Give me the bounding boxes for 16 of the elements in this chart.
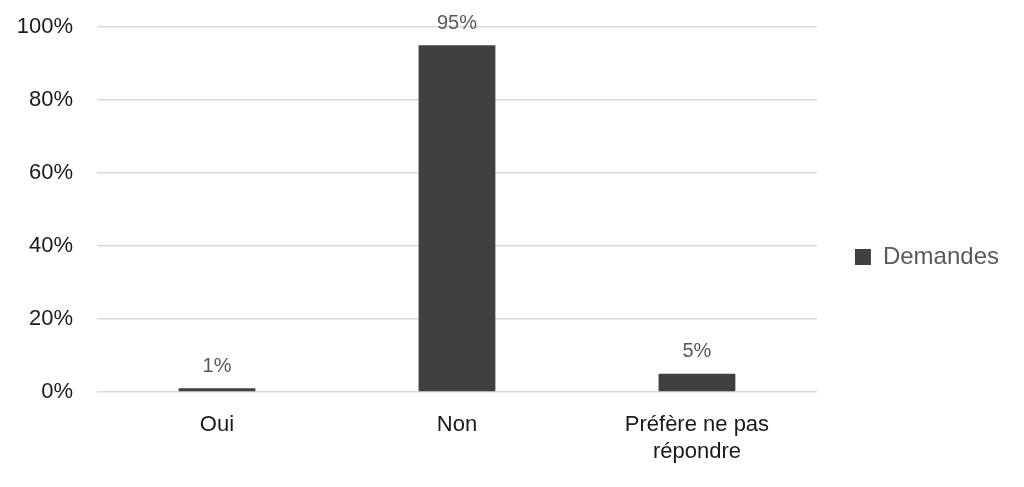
data-label: 5%: [682, 339, 712, 362]
bar: [658, 373, 736, 392]
data-label: 1%: [202, 353, 232, 376]
y-tick-label: 40%: [28, 232, 73, 258]
x-tick-label: Oui: [199, 411, 235, 437]
x-tick-label: Non: [436, 411, 478, 437]
legend-label: Demandes: [882, 241, 999, 269]
bar: [178, 388, 256, 392]
bar: [418, 45, 496, 392]
y-tick-label: 100%: [16, 13, 73, 39]
y-tick-label: 0%: [41, 378, 73, 404]
y-tick-label: 60%: [28, 159, 73, 185]
y-tick-label: 80%: [28, 86, 73, 112]
y-tick-label: 20%: [28, 305, 73, 331]
x-tick-label: Préfère ne pas répondre: [624, 411, 770, 463]
data-label: 95%: [436, 10, 478, 33]
